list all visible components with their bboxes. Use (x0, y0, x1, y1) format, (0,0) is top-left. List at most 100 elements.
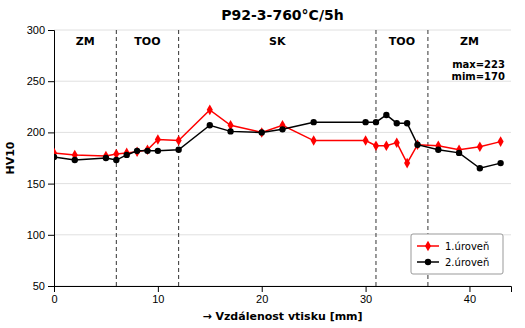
series-line (54, 110, 501, 163)
tick-mark (48, 286, 54, 287)
series (54, 112, 504, 172)
y-tick: 300 (27, 24, 54, 36)
tick-mark (48, 30, 54, 31)
marker (404, 120, 410, 126)
tick-label: 300 (27, 24, 45, 36)
y-axis: 50 100 150 200 250 300 (27, 24, 55, 292)
legend-item: 1.úroveň (417, 241, 489, 252)
zone-label: TOO (389, 35, 415, 48)
tick-label: 0 (51, 293, 57, 305)
tick-mark (262, 286, 263, 292)
tick-label: 50 (33, 280, 45, 292)
marker (435, 147, 441, 153)
tick-label: 30 (360, 293, 372, 305)
legend-box (411, 234, 503, 274)
marker (113, 157, 119, 163)
tick-mark (48, 81, 54, 82)
x-tick: 30 (360, 286, 372, 305)
legend-marker (425, 259, 431, 265)
data (54, 30, 504, 286)
marker (134, 148, 140, 154)
plot: 0 10 20 30 40 50 100 150 200 250 300 ZM TOO SK TOO ZM ma… (27, 24, 512, 305)
chart: 0 10 20 30 40 50 100 150 200 250 300 ZM TOO SK TOO ZM ma… (0, 0, 525, 328)
marker (176, 135, 182, 146)
grid-line (54, 81, 511, 82)
y-axis-title: HV10 (4, 141, 17, 174)
tick-mark (366, 286, 367, 292)
marker (383, 140, 389, 151)
y-tick: 50 (33, 280, 54, 292)
marker (207, 105, 213, 116)
tick-label: 10 (152, 293, 164, 305)
marker (363, 135, 369, 146)
marker (383, 112, 389, 118)
marker (144, 148, 150, 154)
zone-separator (375, 30, 376, 286)
tick-label: 100 (27, 229, 45, 241)
tick-mark (48, 235, 54, 236)
tick-label: 40 (464, 293, 476, 305)
marker (134, 147, 140, 158)
marker (175, 147, 181, 153)
tick-mark (48, 132, 54, 133)
x-tick: 20 (256, 286, 268, 305)
tick-mark (48, 184, 54, 185)
zone-labels: ZM TOO SK TOO ZM (76, 35, 479, 48)
y-tick: 250 (27, 75, 54, 87)
annotation-line: mim=170 (451, 71, 505, 82)
grid-line (54, 183, 511, 184)
annotation-line: max=223 (452, 59, 505, 70)
grid-line (54, 30, 511, 31)
marker (414, 141, 420, 147)
marker (54, 154, 57, 160)
legend-item: 2.úroveň (417, 257, 489, 268)
tick-label: 20 (256, 293, 268, 305)
marker (144, 145, 150, 156)
tick-label: 150 (27, 178, 45, 190)
zone-label: ZM (460, 35, 479, 48)
marker (103, 155, 109, 161)
marker (72, 157, 78, 163)
zone-label: SK (269, 35, 286, 48)
marker (362, 119, 368, 125)
marker (497, 160, 503, 166)
marker (373, 140, 379, 151)
series-line (54, 115, 501, 168)
x-axis-title: → Vzdálenost vtisku [mm] (202, 310, 362, 323)
marker (279, 126, 285, 132)
x-tick: 40 (464, 286, 476, 305)
y-tick: 200 (27, 126, 54, 138)
zone-label: ZM (76, 35, 95, 48)
y-axis-line (48, 31, 55, 287)
marker (394, 120, 400, 126)
y-tick: 150 (27, 178, 54, 190)
marker (477, 141, 483, 152)
marker (394, 137, 400, 148)
series (54, 105, 504, 169)
legend-label: 2.úroveň (445, 257, 489, 268)
marker (498, 136, 504, 147)
grid (54, 30, 511, 286)
marker (207, 122, 213, 128)
marker (155, 134, 161, 145)
marker (227, 128, 233, 134)
marker (477, 165, 483, 171)
x-axis: 0 10 20 30 40 (51, 286, 511, 305)
marker (373, 119, 379, 125)
zone-label: TOO (134, 35, 160, 48)
tick-label: 250 (27, 75, 45, 87)
tick-label: 200 (27, 126, 45, 138)
marker (456, 150, 462, 156)
marker (124, 148, 130, 159)
legend: 1.úroveň 2.úroveň (411, 234, 503, 274)
zone-separator (178, 30, 179, 286)
y-tick: 100 (27, 229, 54, 241)
marker (404, 158, 410, 169)
marker (259, 129, 265, 135)
marker (311, 135, 317, 146)
title: P92-3-760°C/5h (221, 7, 343, 23)
legend-label: 1.úroveň (445, 241, 489, 252)
annotation: max=223mim=170 (451, 59, 505, 82)
legend-marker (425, 241, 431, 252)
x-tick: 10 (152, 286, 164, 305)
